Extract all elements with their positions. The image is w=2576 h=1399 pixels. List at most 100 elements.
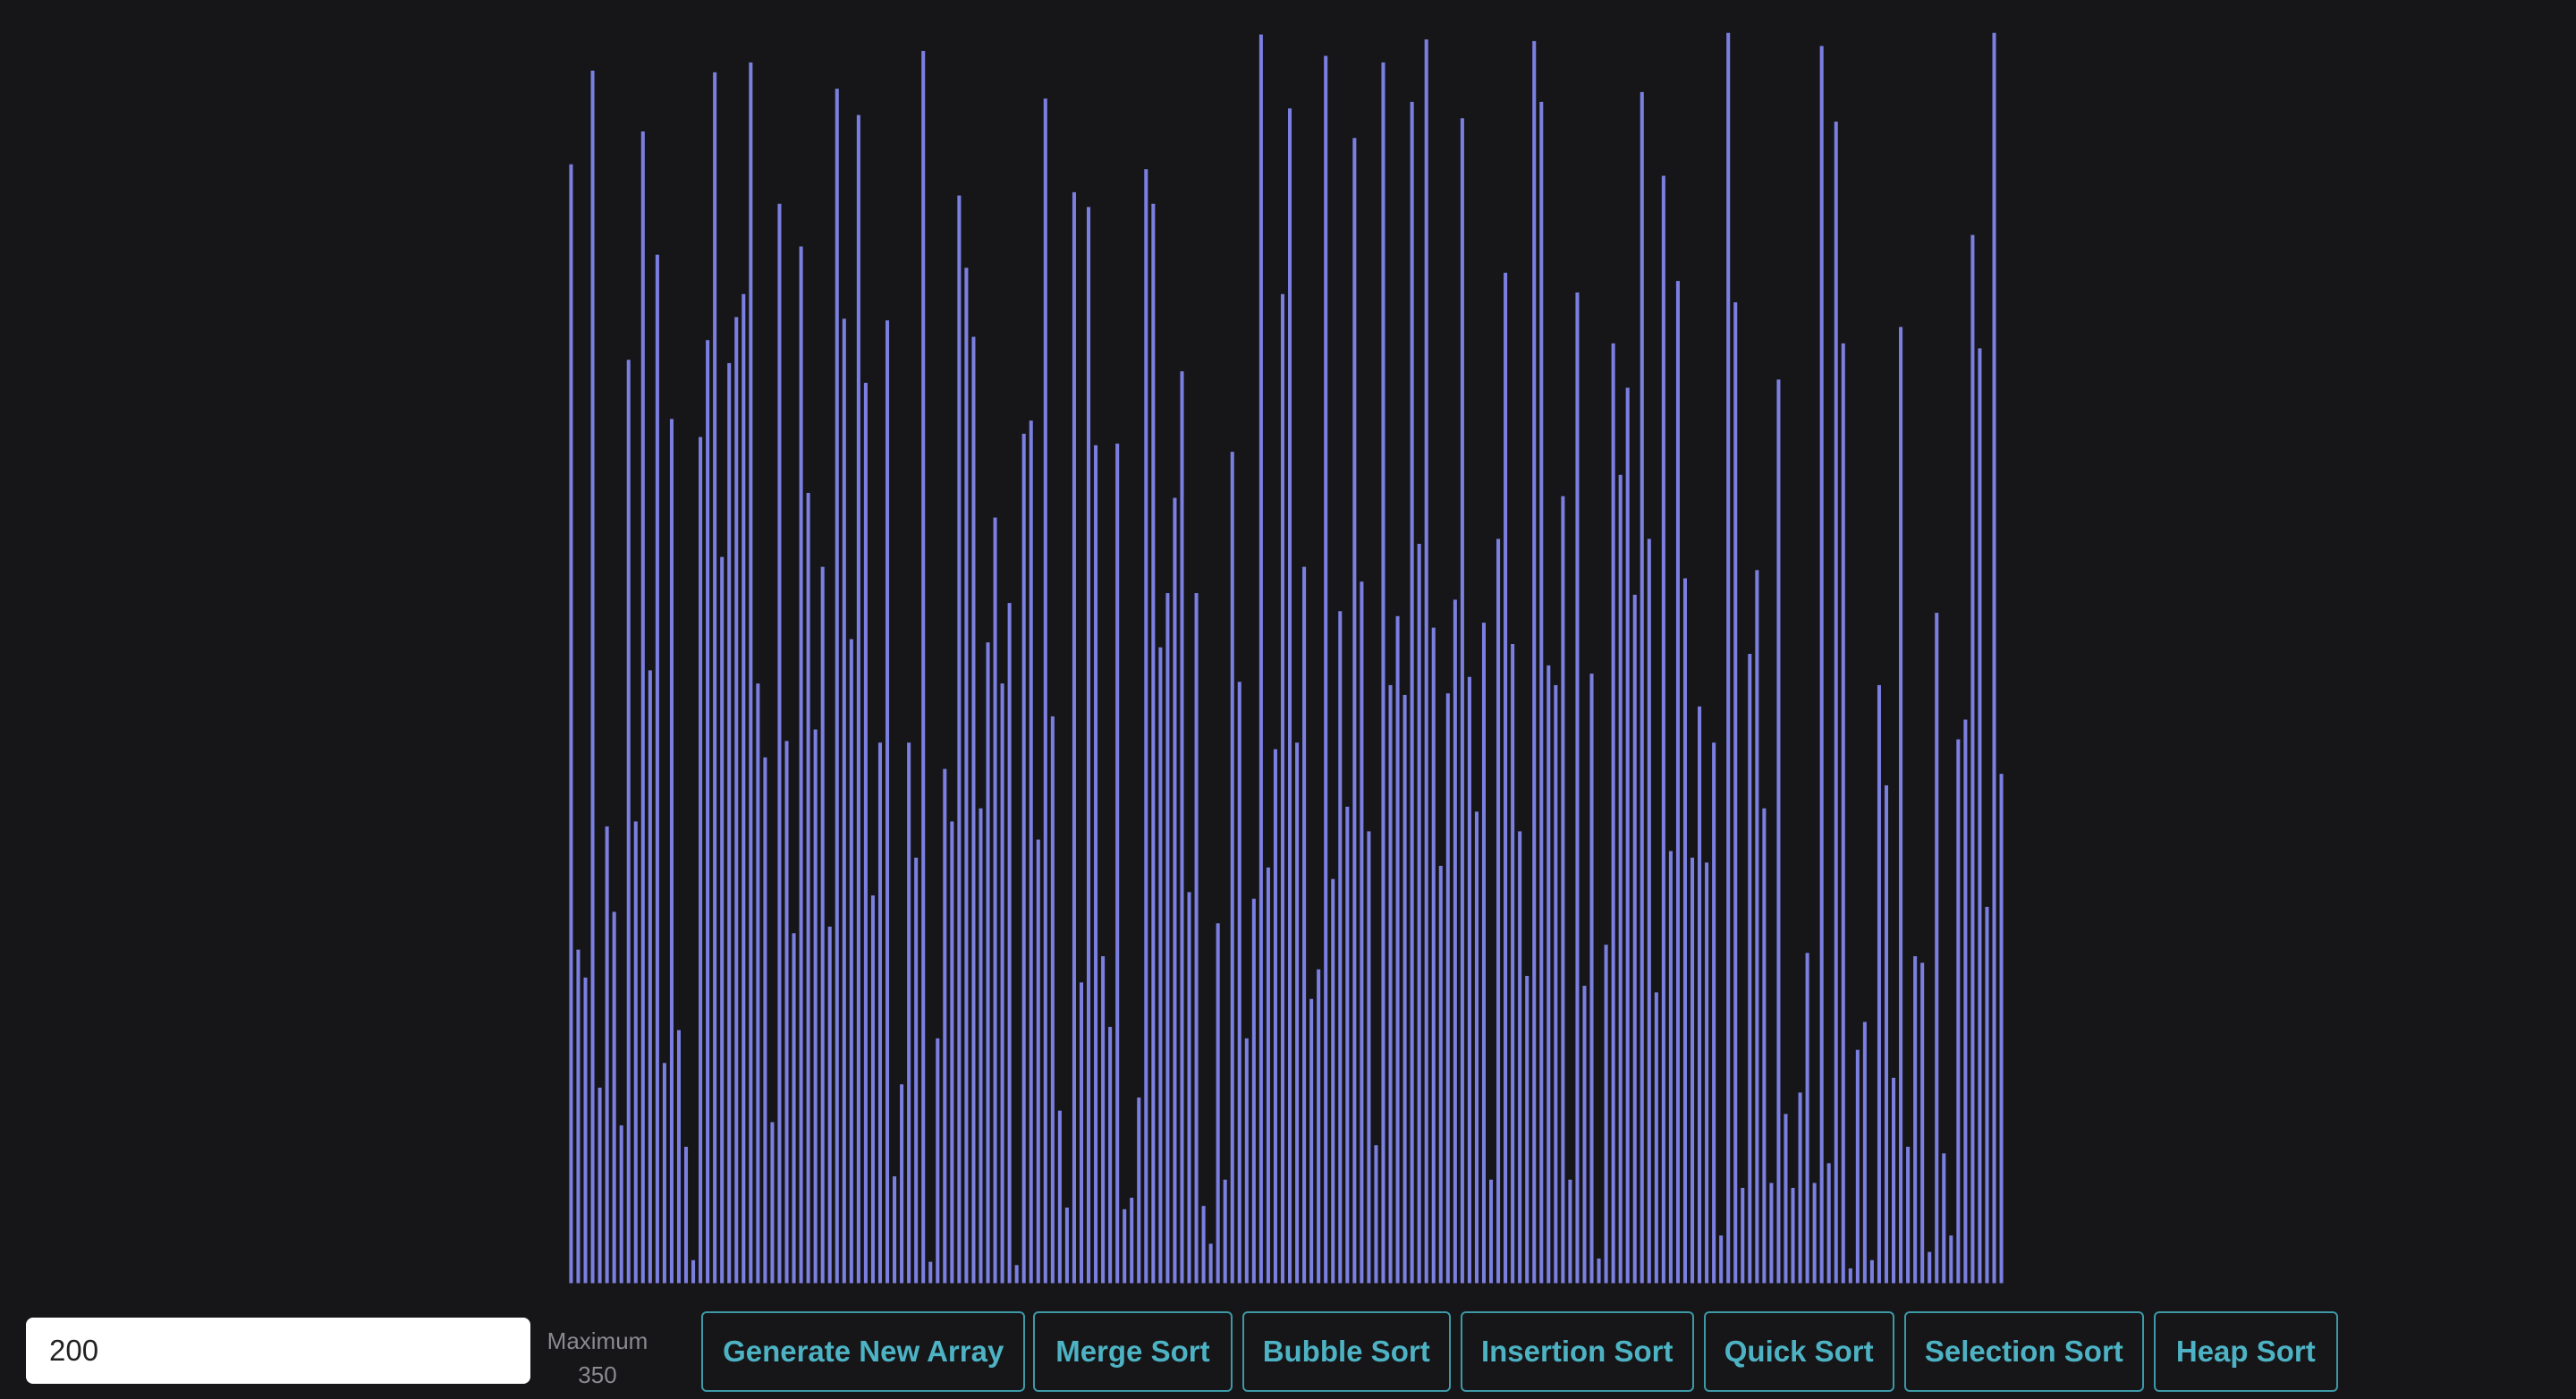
bar (1899, 326, 1903, 1284)
bar (1970, 234, 1975, 1284)
bar (1755, 570, 1759, 1284)
bar (799, 246, 803, 1284)
bar (777, 203, 782, 1284)
bar (1561, 496, 1565, 1284)
bar (900, 1084, 904, 1284)
bar (1201, 1206, 1206, 1284)
bar (1554, 684, 1558, 1284)
bar (1532, 40, 1537, 1284)
bar (1237, 682, 1241, 1284)
sort-button[interactable]: Merge Sort (1033, 1311, 1233, 1392)
bar (1668, 851, 1673, 1284)
bar (720, 556, 724, 1284)
bar (605, 826, 609, 1284)
bar (1518, 831, 1522, 1284)
bar (1137, 1097, 1141, 1284)
bar (914, 857, 919, 1284)
bar (1949, 1235, 1953, 1284)
bar (1115, 443, 1120, 1284)
sort-button[interactable]: Selection Sort (1903, 1311, 2144, 1392)
bar (1496, 538, 1501, 1284)
bar (576, 949, 580, 1284)
bar (806, 493, 810, 1284)
bar (1812, 1183, 1817, 1284)
bar (684, 1147, 689, 1284)
bar (979, 808, 983, 1284)
bar (1712, 742, 1716, 1284)
bar (943, 768, 947, 1284)
bar (1223, 1179, 1227, 1284)
bar (612, 911, 616, 1284)
bar (1402, 694, 1407, 1284)
bar (1324, 55, 1328, 1284)
max-label: Maximum (547, 1327, 648, 1354)
bar (1877, 684, 1881, 1284)
bar (1525, 976, 1530, 1284)
bar (1021, 433, 1026, 1284)
bar (1165, 593, 1170, 1284)
sort-button[interactable]: Bubble Sort (1241, 1311, 1451, 1392)
bar (1014, 1265, 1019, 1284)
bar (1417, 543, 1421, 1284)
sort-button[interactable]: Heap Sort (2153, 1311, 2338, 1392)
bar (1504, 272, 1508, 1284)
bar (1733, 301, 1738, 1284)
sort-button[interactable]: Insertion Sort (1460, 1311, 1694, 1392)
bar (1266, 867, 1270, 1284)
bar (1352, 138, 1357, 1284)
bar (1906, 1147, 1911, 1284)
bar (1647, 538, 1651, 1284)
bar (734, 317, 739, 1284)
bar (1978, 348, 1982, 1284)
bar (706, 340, 710, 1284)
bar (1108, 1026, 1113, 1284)
bar (1769, 1183, 1774, 1284)
bar (1273, 749, 1277, 1284)
array-size-input[interactable]: 200 (26, 1318, 530, 1384)
bar (1064, 1208, 1069, 1284)
bar (1331, 878, 1335, 1284)
bar (1251, 898, 1256, 1284)
bar (1582, 986, 1587, 1284)
bar (950, 821, 954, 1284)
bar (849, 639, 853, 1284)
bar (1848, 1268, 1852, 1284)
bar (1244, 1038, 1249, 1284)
bar (1855, 1049, 1860, 1284)
bar (763, 757, 767, 1284)
bar (1481, 623, 1487, 1284)
bar (1050, 716, 1055, 1284)
bar (1690, 857, 1695, 1284)
bar (1539, 101, 1544, 1284)
bar (749, 62, 753, 1284)
sort-button[interactable]: Generate New Array (701, 1311, 1026, 1392)
sort-button[interactable]: Quick Sort (1703, 1311, 1894, 1392)
bar (770, 1122, 775, 1284)
bar (1826, 1163, 1831, 1284)
bar (1589, 674, 1594, 1284)
bar (1640, 91, 1644, 1284)
bar (713, 72, 717, 1284)
bar (727, 362, 732, 1284)
bar (1151, 203, 1156, 1284)
bar (1682, 578, 1688, 1284)
bar (1460, 118, 1464, 1284)
bar (1834, 121, 1838, 1284)
bar (1374, 1145, 1378, 1284)
bar (820, 566, 825, 1284)
bar (1043, 98, 1047, 1284)
bar (993, 517, 997, 1284)
bar (1280, 293, 1285, 1284)
bar (1654, 992, 1658, 1284)
bar (1999, 774, 2004, 1284)
bar (877, 742, 883, 1284)
bar (792, 933, 796, 1284)
bar (669, 419, 674, 1284)
bar (784, 741, 789, 1284)
bar (1101, 955, 1106, 1284)
bar (1258, 34, 1263, 1284)
bar (1913, 955, 1918, 1284)
bar (1094, 445, 1098, 1284)
bar (1424, 39, 1428, 1284)
bar (1956, 739, 1961, 1284)
